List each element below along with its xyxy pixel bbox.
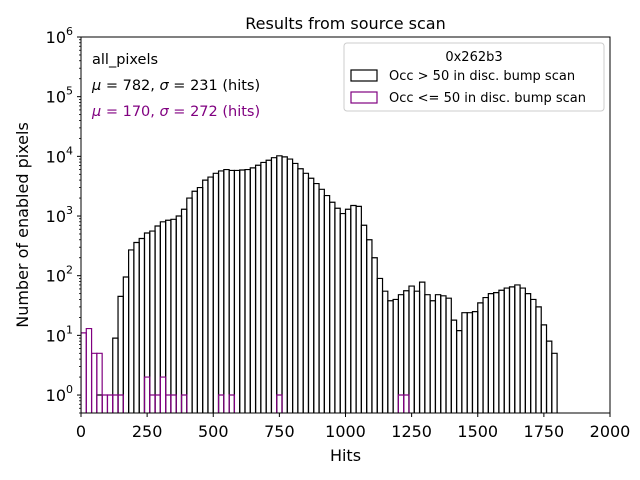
series-layer: [81, 155, 558, 413]
dataset-label: all_pixels: [92, 52, 158, 68]
series-2-bin: [112, 394, 119, 413]
legend-box: [343, 42, 605, 112]
y-tick-label: 100: [46, 383, 73, 405]
stats-line-1: μ = 782, σ = 231 (hits): [91, 78, 260, 94]
stats-line-2: μ = 170, σ = 272 (hits): [91, 104, 260, 120]
legend-label-2: Occ <= 50 in disc. bump scan: [389, 91, 586, 106]
x-axis-label: Hits: [330, 446, 361, 465]
legend-title: 0x262b3: [445, 50, 502, 65]
x-tick-label: 250: [132, 422, 163, 441]
legend-swatch-1: [350, 69, 378, 82]
series-2-bin: [117, 394, 124, 413]
series-2-bin: [403, 394, 410, 413]
series-2-bin: [101, 394, 109, 413]
series-2-bin: [106, 394, 114, 413]
y-tick-label: 101: [46, 323, 73, 345]
x-tick-label: 0: [76, 422, 86, 441]
x-tick-label: 1000: [325, 422, 366, 441]
series-2-bin: [159, 376, 167, 413]
x-tick-label: 1250: [391, 422, 432, 441]
series-2-bin: [180, 394, 188, 413]
series-2: [81, 327, 410, 413]
series-1: [96, 155, 558, 413]
y-tick-label: 105: [46, 85, 73, 107]
series-1-bin: [96, 394, 103, 413]
x-tick-label: 500: [198, 422, 229, 441]
y-tick-label: 103: [46, 204, 73, 226]
series-2-bin: [149, 394, 156, 413]
y-tick-label: 102: [46, 264, 73, 286]
stats-annotations: all_pixels μ = 782, σ = 231 (hits) μ = 170…: [91, 52, 260, 120]
x-axis: 0 250 500 750 1000 1250 1500 1750 2000: [76, 413, 630, 441]
x-tick-label: 2000: [590, 422, 631, 441]
series-2-bin: [165, 394, 172, 413]
y-tick-label: 104: [46, 144, 73, 166]
x-tick-label: 1750: [524, 422, 565, 441]
y-axis: 100 101 102 103 104 105 106: [46, 25, 81, 414]
series-2-bin: [170, 394, 177, 413]
legend-swatch-2: [350, 91, 378, 104]
series-2-bin: [154, 394, 161, 413]
y-tick-label: 106: [46, 25, 73, 47]
chart-title: Results from source scan: [245, 14, 445, 33]
series-2-bin: [397, 394, 405, 413]
series-2-bin: [276, 394, 283, 413]
series-2-bin: [228, 394, 236, 413]
legend: 0x262b3 Occ > 50 in disc. bump scan Occ <=…: [343, 42, 605, 112]
x-tick-label: 750: [264, 422, 295, 441]
x-tick-label: 1500: [457, 422, 498, 441]
series-2-bin: [217, 394, 225, 413]
legend-label-1: Occ > 50 in disc. bump scan: [389, 69, 575, 84]
y-axis-label: Number of enabled pixels: [13, 122, 32, 328]
series-2-bin: [143, 376, 151, 413]
series-1-bin: [551, 352, 558, 413]
